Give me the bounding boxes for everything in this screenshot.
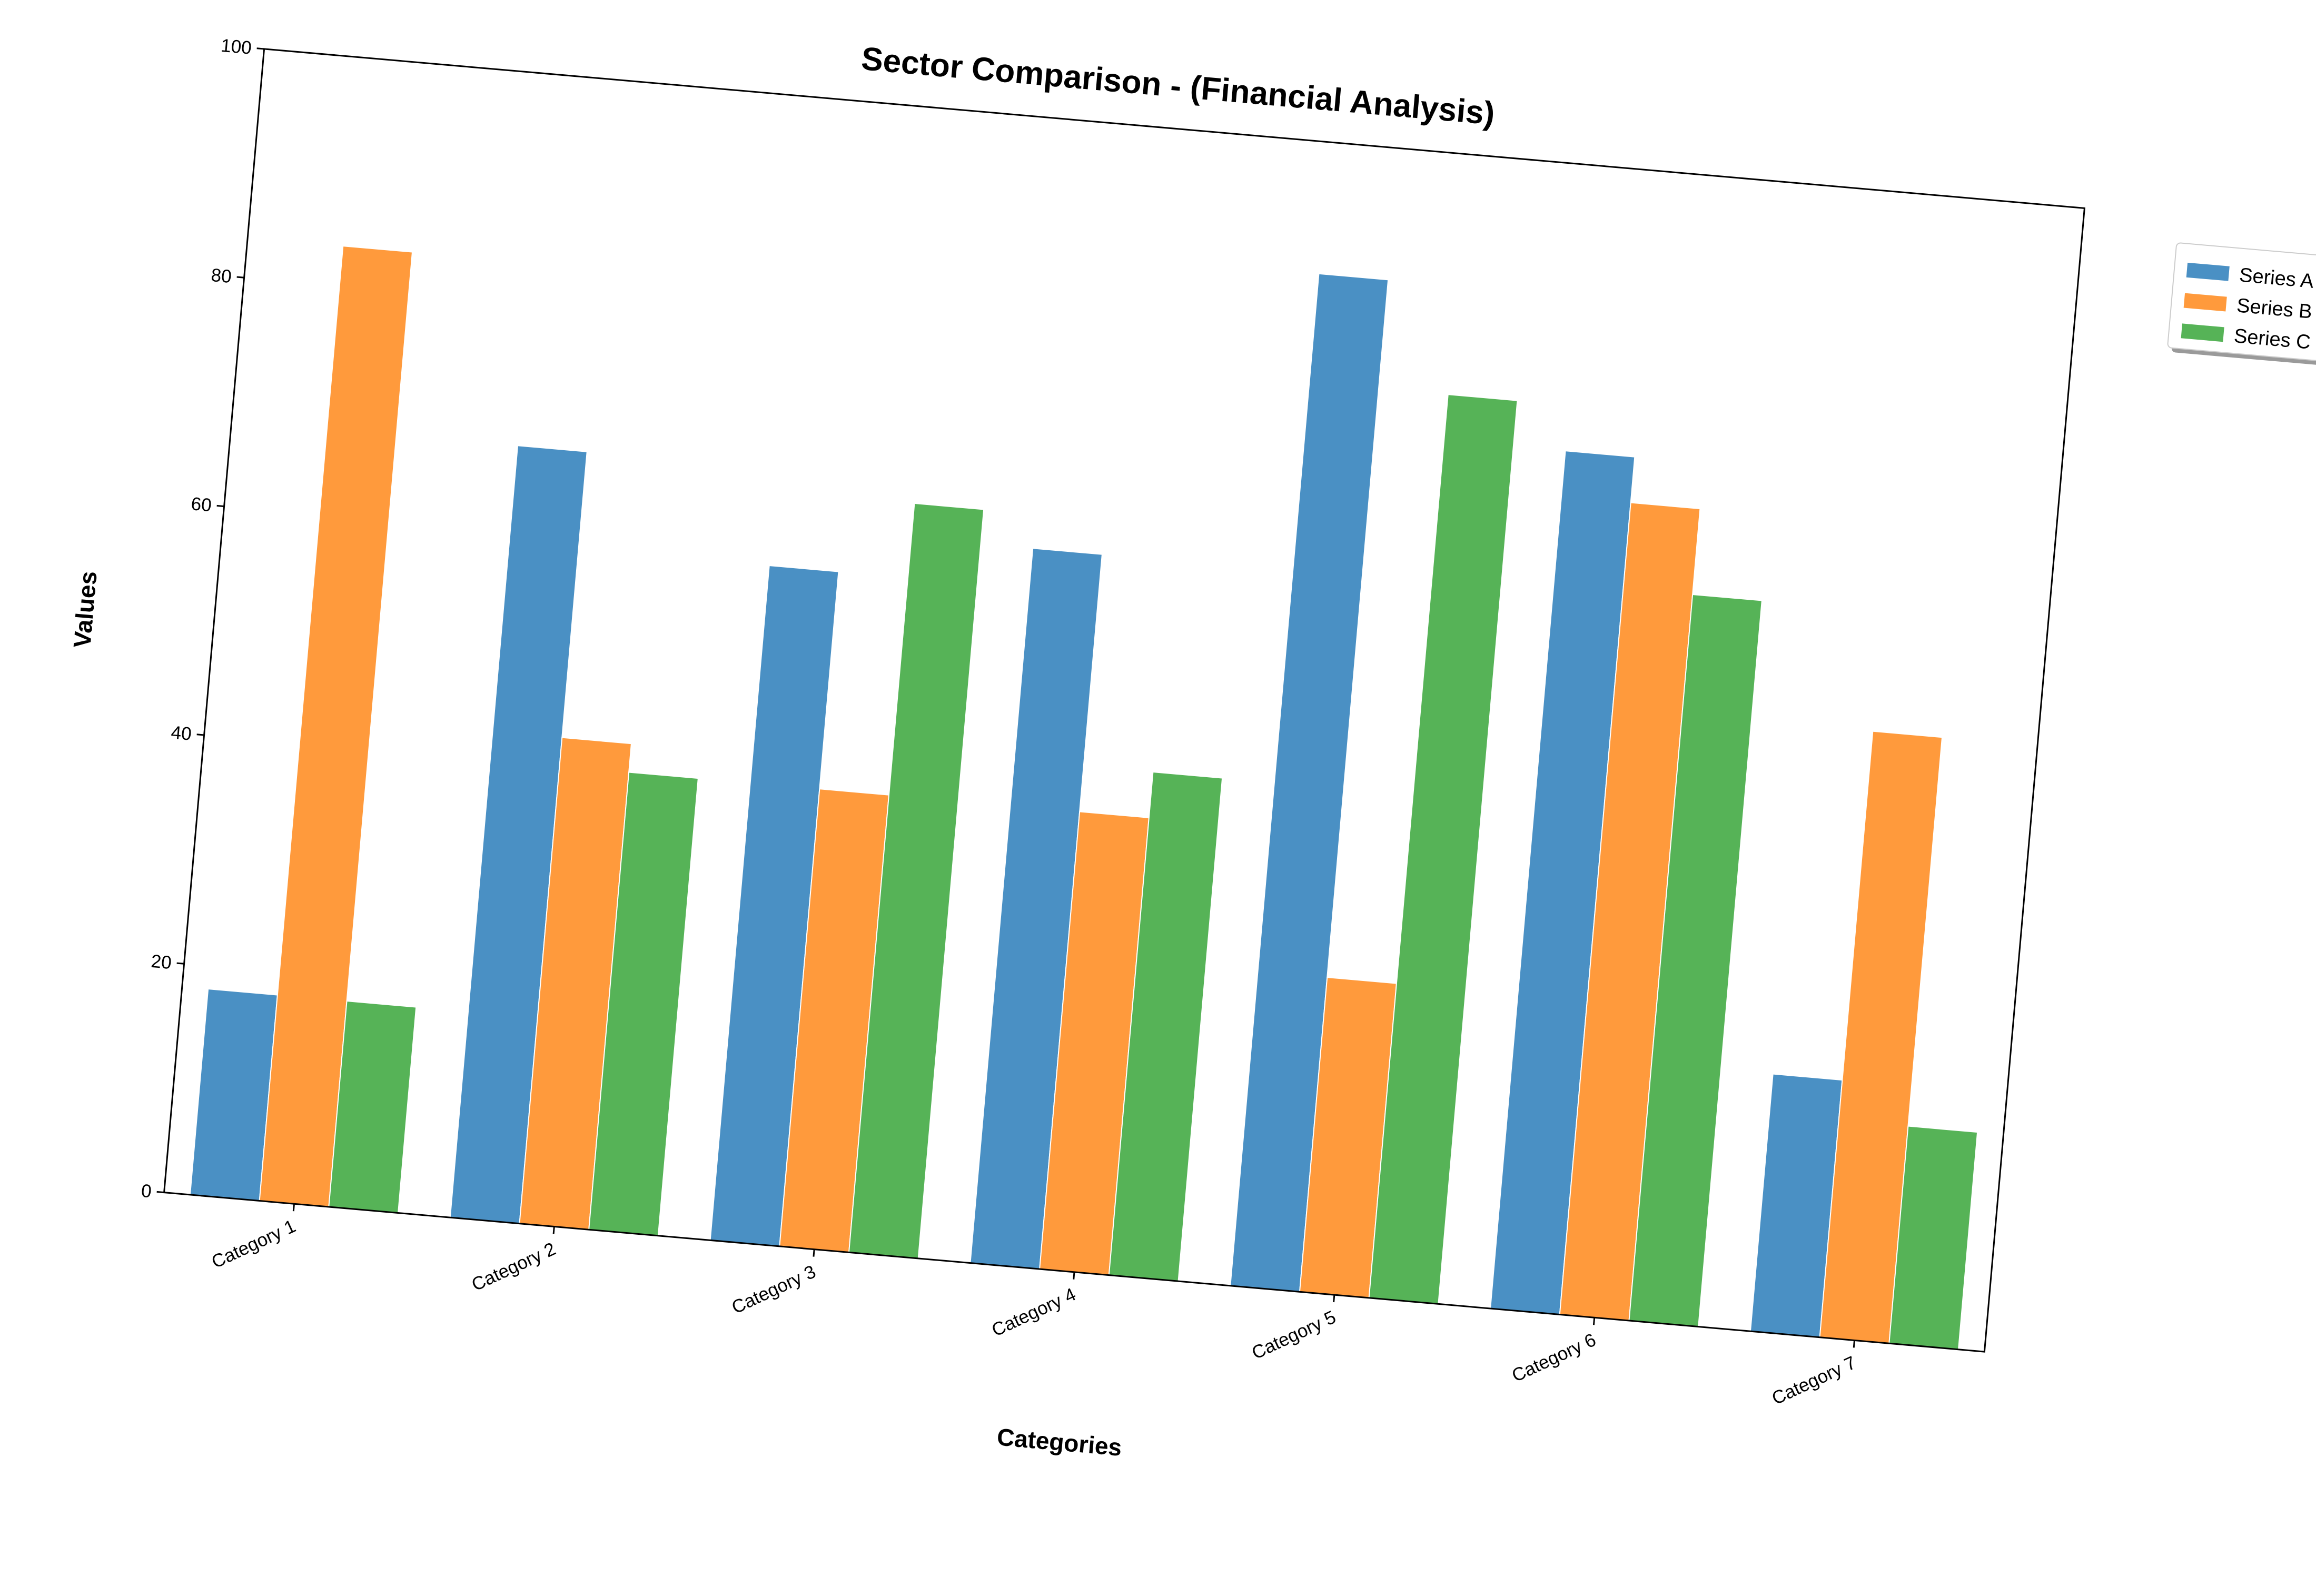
rotated-figure: Sector Comparison - (Financial Analysis)…: [68, 35, 2316, 1461]
y-tick-label: 80: [210, 265, 232, 287]
x-tick-label: Category 3: [728, 1261, 819, 1318]
y-axis-ticks: 0 20 40 60 80 100: [141, 35, 264, 1202]
y-tick-label: 100: [220, 35, 253, 58]
y-tick-mark: [216, 504, 224, 508]
bars: [189, 245, 1978, 1350]
x-tick-label: Category 5: [1249, 1307, 1339, 1364]
bar-series-c-category-5: [1368, 394, 1518, 1305]
x-tick-mark: [552, 1226, 555, 1234]
y-tick-label: 0: [141, 1181, 153, 1202]
x-tick-label: Category 2: [469, 1238, 559, 1295]
x-tick-mark: [292, 1204, 295, 1212]
x-tick-label: Category 6: [1509, 1330, 1599, 1386]
chart-title: Sector Comparison - (Financial Analysis): [860, 41, 1496, 132]
x-tick-label: Category 4: [988, 1284, 1079, 1341]
y-axis-title: Values: [68, 570, 102, 649]
y-tick-mark: [176, 962, 184, 965]
y-tick-label: 60: [190, 493, 212, 516]
x-tick-label: Category 7: [1769, 1352, 1859, 1409]
y-tick-mark: [256, 47, 264, 50]
legend-swatch: [2183, 293, 2227, 312]
legend-swatch: [2181, 323, 2224, 342]
legend-swatch: [2186, 262, 2230, 281]
x-axis-title: Categories: [996, 1423, 1123, 1461]
y-tick-label: 40: [170, 722, 192, 745]
x-tick-label: Category 1: [209, 1216, 299, 1273]
y-tick-label: 20: [150, 951, 172, 973]
